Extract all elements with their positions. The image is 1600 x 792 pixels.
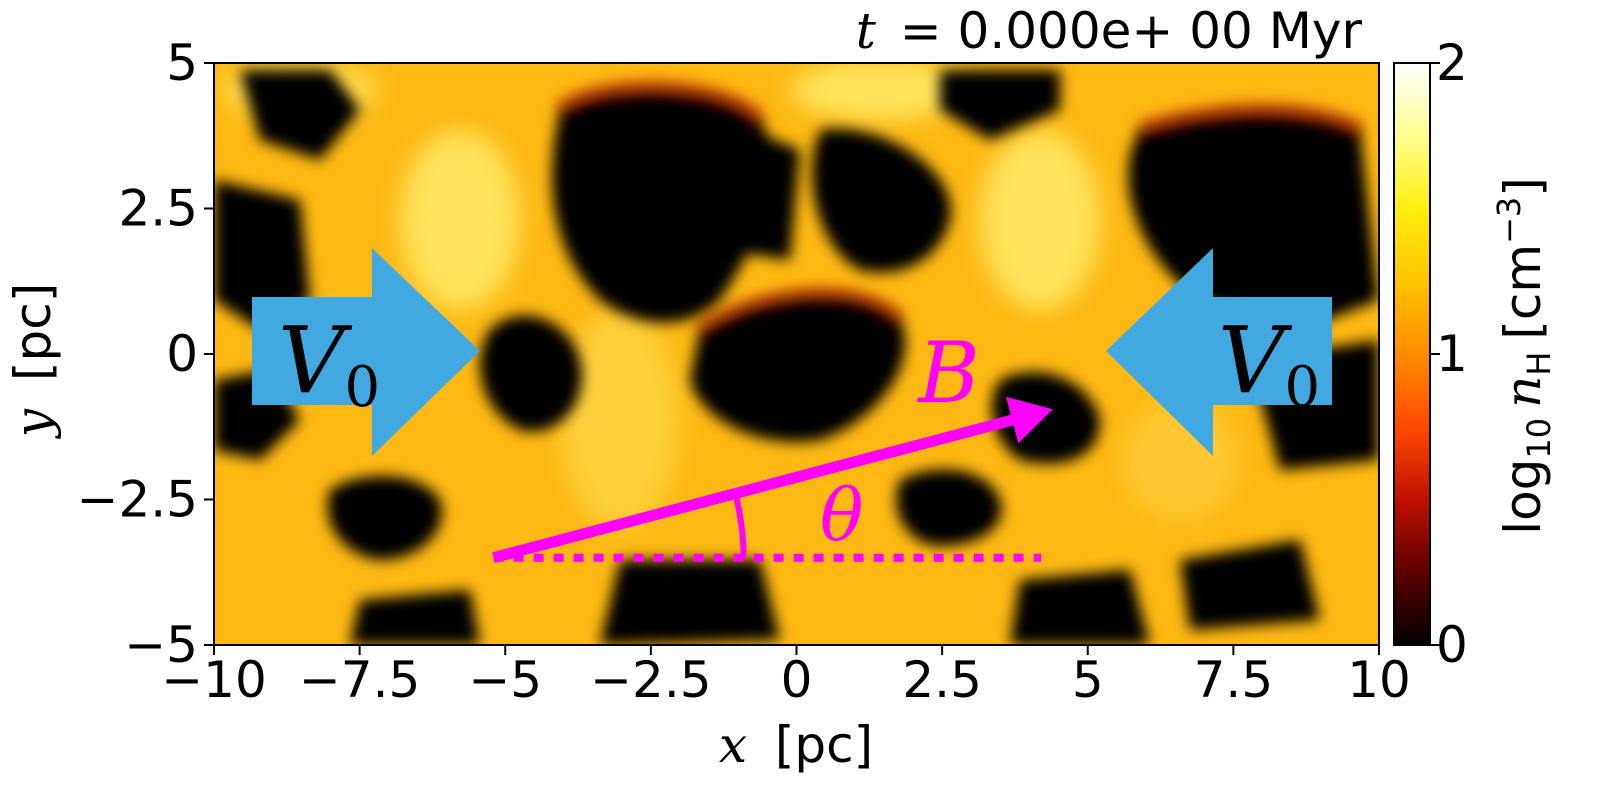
x-axis-variable: x xyxy=(719,716,747,774)
x-tick-label: −5 xyxy=(468,651,542,709)
y-tick-label: −5 xyxy=(124,616,198,674)
inflow-arrow-left-shape xyxy=(252,248,480,456)
plot-title: t = 0.000e+ 00 Myr xyxy=(856,2,1363,60)
colorbar-label-unit: [cm xyxy=(1494,244,1552,340)
colorbar-label: log10 nH [cm−3] xyxy=(1490,177,1558,535)
x-tick-label: 10 xyxy=(1347,651,1411,709)
inflow-arrow-left: V0 xyxy=(252,248,480,456)
heatmap-edges xyxy=(555,80,1364,336)
colorbar-label-variable: n xyxy=(1494,376,1552,408)
x-tick-label: 5 xyxy=(1072,651,1104,709)
colorbar xyxy=(1393,62,1431,646)
y-axis-label: y [pc] xyxy=(4,283,62,439)
x-tick-label: −7.5 xyxy=(299,651,420,709)
colorbar-label-variable-sub: H xyxy=(1520,352,1558,376)
magnetic-field-vector xyxy=(492,414,1014,564)
inflow-arrow-right-shape xyxy=(1106,248,1332,456)
x-tick-label: 7.5 xyxy=(1194,651,1274,709)
y-tick-label: 2.5 xyxy=(118,180,198,238)
inflow-arrow-left-label: V0 xyxy=(278,307,380,420)
colorbar-label-base-sub: 10 xyxy=(1520,418,1558,459)
inflow-arrow-right: V0 xyxy=(1106,248,1332,456)
y-axis: −5 −2.5 0 2.5 5 xyxy=(77,34,214,674)
y-tick-label: 5 xyxy=(166,34,198,92)
x-tick-label: −10 xyxy=(161,651,267,709)
colorbar-label-base: log xyxy=(1494,459,1552,535)
angle-label: θ xyxy=(820,473,863,557)
y-tick-label: −2.5 xyxy=(77,471,198,529)
density-heatmap xyxy=(214,63,1379,645)
y-tick-label: 0 xyxy=(166,325,198,383)
x-axis: −10 −7.5 −5 −2.5 0 2.5 5 7.5 10 xyxy=(161,645,1411,709)
magnetic-field-arrowhead xyxy=(1006,396,1053,444)
colorbar-label-unit-sup: −3 xyxy=(1490,197,1528,244)
colorbar-tick-label: 0 xyxy=(1436,616,1468,674)
colorbar-tick-label: 2 xyxy=(1436,34,1468,92)
y-axis-unit: [pc] xyxy=(4,283,62,381)
x-tick-label: 0 xyxy=(781,651,813,709)
colorbar-label-unit-end: ] xyxy=(1494,177,1552,197)
x-axis-label: x [pc] xyxy=(719,716,873,774)
angle-arc xyxy=(732,492,747,558)
x-axis-unit: [pc] xyxy=(775,716,873,774)
title-value: = 0.000e+ 00 Myr xyxy=(900,2,1363,60)
field-annotation: B θ xyxy=(492,324,1053,564)
heatmap-bright-filaments xyxy=(220,63,1240,530)
magnetic-field-label: B xyxy=(916,324,980,422)
colorbar-ticks: 0 1 2 xyxy=(1430,34,1468,674)
title-variable: t xyxy=(856,2,877,60)
x-tick-label: −2.5 xyxy=(590,651,711,709)
colorbar-tick-label: 1 xyxy=(1436,325,1468,383)
y-axis-variable: y xyxy=(4,408,62,439)
heatmap-voids xyxy=(214,70,1379,645)
x-tick-label: 2.5 xyxy=(902,651,982,709)
inflow-arrow-right-label: V0 xyxy=(1218,307,1320,420)
